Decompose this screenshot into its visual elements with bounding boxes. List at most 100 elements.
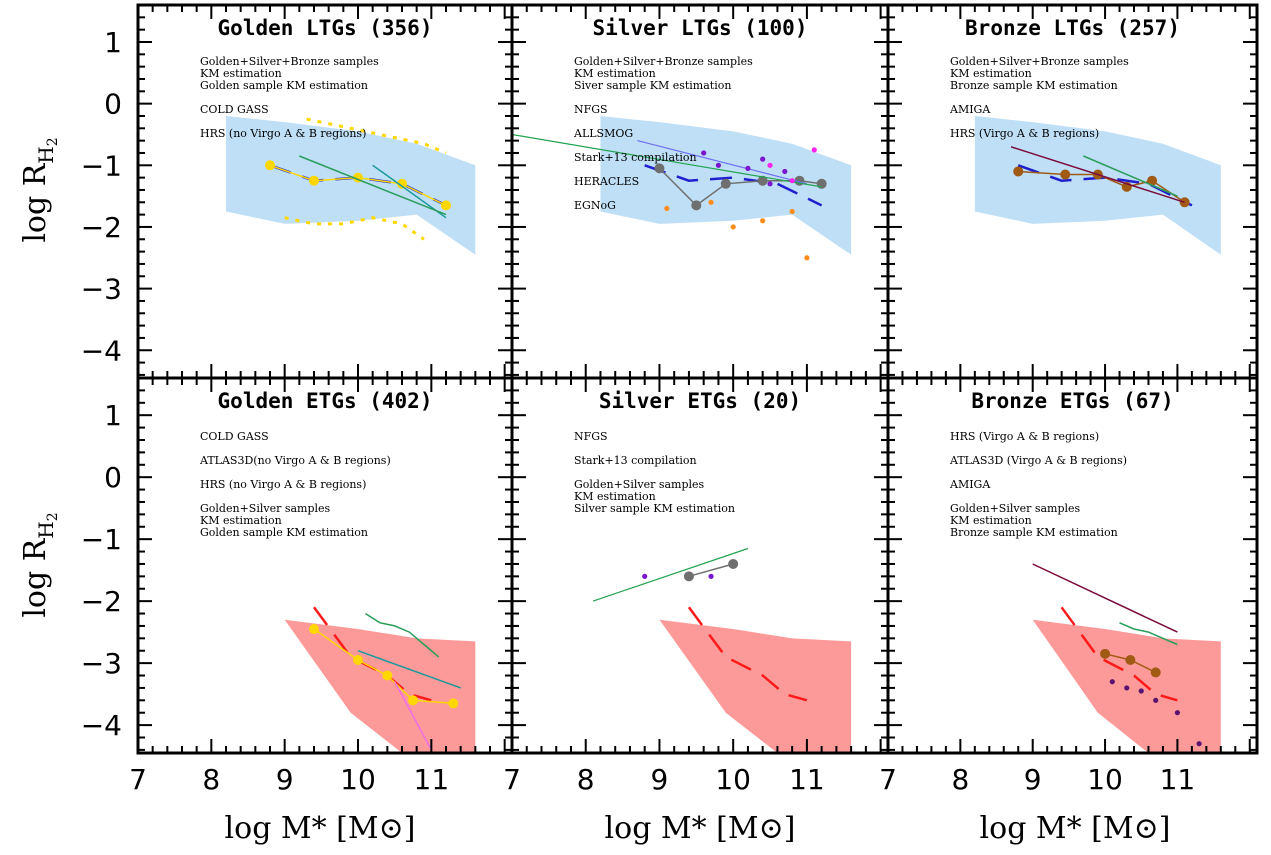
plot-area: [285, 527, 476, 753]
data-point: [708, 200, 713, 205]
legend: Golden+Silver+Bronze samplesKM estimatio…: [200, 55, 379, 140]
panel-top-right: Bronze LTGs (257) Golden+Silver+Bronze sa…: [888, 5, 1257, 378]
data-point: [1110, 679, 1115, 684]
data-point: [812, 147, 817, 152]
legend-entry: Silver sample KM estimation: [574, 502, 735, 515]
legend-entry: ATLAS3D(no Virgo A & B regions): [199, 454, 391, 467]
series-marker: [441, 200, 451, 210]
x-tick-label: 11: [789, 763, 825, 796]
series-marker: [654, 163, 664, 173]
series-marker: [1125, 655, 1135, 665]
series-marker: [265, 160, 275, 170]
data-point: [804, 255, 809, 260]
y-tick-label: −3: [81, 273, 122, 306]
series-marker: [684, 571, 694, 581]
legend-entry: EGNoG: [574, 199, 616, 212]
data-point: [745, 166, 750, 171]
data-point: [767, 181, 772, 186]
legend-entry: NFGS: [574, 430, 608, 443]
legend-entry: Siver sample KM estimation: [574, 79, 731, 92]
y-tick-label: −2: [81, 211, 122, 244]
legend-entry: Stark+13 compilation: [574, 151, 697, 164]
panel-title: Bronze LTGs (257): [965, 16, 1180, 40]
series-marker: [728, 559, 738, 569]
plot-area: [593, 527, 851, 753]
legend-entry: HRS (no Virgo A & B regions): [200, 127, 366, 140]
series-marker: [691, 200, 701, 210]
legend-entry: HRS (no Virgo A & B regions): [200, 478, 366, 491]
panel-title: Bronze ETGs (67): [971, 389, 1173, 413]
data-point: [1153, 698, 1158, 703]
x-tick-label: 10: [715, 763, 751, 796]
data-point: [767, 163, 772, 168]
panel-bottom-middle: 7 8 9 10 11 Silver ETGs (20) NFGS Stark+13 comp…: [503, 378, 888, 796]
ylabel-bottom: log RH2: [18, 512, 61, 617]
data-point: [790, 178, 795, 183]
series-marker: [448, 698, 458, 708]
panel-title: Silver LTGs (100): [593, 16, 808, 40]
data-point: [664, 206, 669, 211]
legend-entry: HRS (Virgo A & B regions): [950, 430, 1099, 443]
panel-top-left: 1 0 −1 −2 −3 −4 Golden LTGs (356) Golden+Silver…: [81, 5, 512, 378]
x-tick-label: 11: [1160, 763, 1196, 796]
data-point: [701, 150, 706, 155]
legend-entry: Golden sample KM estimation: [200, 79, 368, 92]
y-tick-label: 1: [104, 399, 122, 432]
series-marker: [382, 671, 392, 681]
legend: HRS (Virgo A & B regions) ATLAS3D (Virgo …: [949, 430, 1127, 539]
x-tick-label: 8: [577, 763, 595, 796]
y-tick-label: −4: [81, 709, 122, 742]
series-marker: [817, 179, 827, 189]
data-point: [1197, 741, 1202, 746]
x-tick-label: 11: [414, 763, 450, 796]
legend-entry: Stark+13 compilation: [574, 454, 697, 467]
x-tick-label: 9: [1024, 763, 1042, 796]
x-tick-label: 10: [340, 763, 376, 796]
legend-entry: HRS (Virgo A & B regions): [950, 127, 1099, 140]
data-point: [1124, 685, 1129, 690]
data-point: [782, 169, 787, 174]
series-marker: [1151, 667, 1161, 677]
x-tick-label: 7: [129, 763, 147, 796]
legend-entry: Bronze sample KM estimation: [950, 79, 1118, 92]
series-marker: [408, 695, 418, 705]
data-point: [790, 209, 795, 214]
ylabel-top: log RH2: [18, 137, 61, 242]
y-tick-label: −1: [81, 149, 122, 182]
data-point: [708, 574, 713, 579]
series-marker: [309, 176, 319, 186]
legend-entry: AMIGA: [949, 103, 991, 116]
legend-entry: Golden sample KM estimation: [200, 526, 368, 539]
y-tick-label: 1: [104, 26, 122, 59]
data-point: [1175, 710, 1180, 715]
panel-title: Golden ETGs (402): [218, 389, 433, 413]
xlabel-middle: log M* [M⊙]: [605, 811, 796, 846]
legend-entry: COLD GASS: [200, 430, 269, 443]
data-point: [716, 163, 721, 168]
x-tick-label: 9: [651, 763, 669, 796]
x-tick-label: 8: [951, 763, 969, 796]
series-marker: [1180, 197, 1190, 207]
y-tick-label: 0: [104, 88, 122, 121]
legend: NFGS Stark+13 compilation Golden+Silver sa…: [574, 430, 735, 515]
data-point: [760, 218, 765, 223]
x-tick-label: 7: [879, 763, 897, 796]
legend-entry: ATLAS3D (Virgo A & B regions): [949, 454, 1127, 467]
plot-area: [1033, 527, 1221, 753]
y-tick-label: −1: [81, 523, 122, 556]
series-marker: [1013, 166, 1023, 176]
legend: COLD GASS ATLAS3D(no Virgo A & B regions)…: [199, 430, 391, 539]
legend-entry: Bronze sample KM estimation: [950, 526, 1118, 539]
data-point: [731, 224, 736, 229]
data-point: [760, 157, 765, 162]
panel-bottom-right: 7 8 9 10 11Bronze ETGs (67)HRS (Virgo A & B …: [879, 378, 1257, 796]
series-marker: [1060, 170, 1070, 180]
km-band: [1033, 527, 1221, 753]
data-point: [642, 574, 647, 579]
series-marker: [309, 624, 319, 634]
y-tick-label: −2: [81, 585, 122, 618]
x-tick-label: 9: [276, 763, 294, 796]
